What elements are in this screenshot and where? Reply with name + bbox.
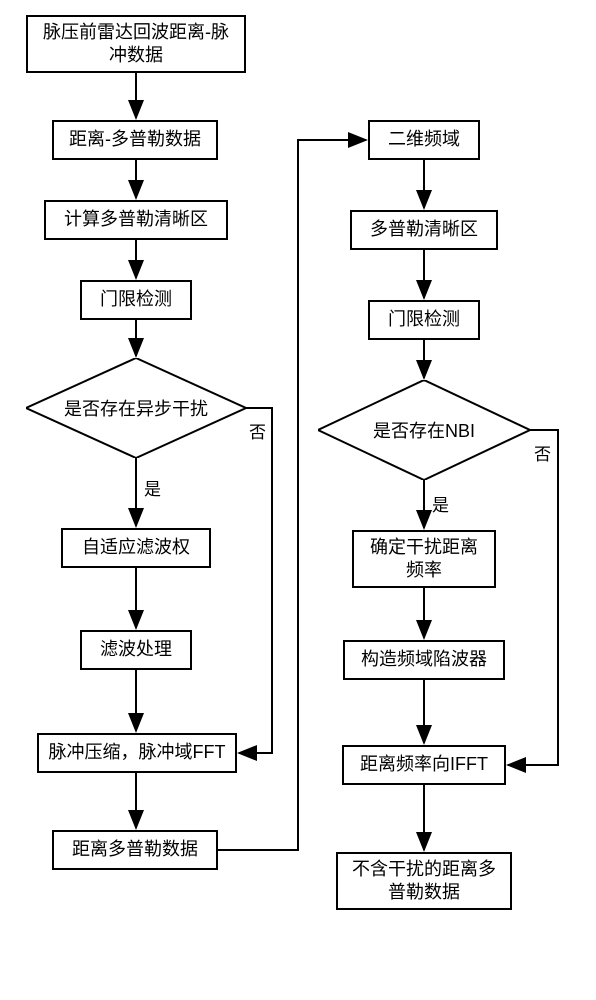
node-range-doppler-data: 距离-多普勒数据 bbox=[52, 120, 218, 160]
node-threshold-detect-1: 门限检测 bbox=[80, 280, 192, 320]
node-pulse-compress-fft: 脉冲压缩，脉冲域FFT bbox=[37, 733, 237, 773]
label-yes-2: 是 bbox=[432, 491, 449, 516]
node-label: 确定干扰距离频率 bbox=[362, 536, 486, 583]
node-calc-doppler-clear: 计算多普勒清晰区 bbox=[44, 200, 228, 240]
node-label: 滤波处理 bbox=[100, 638, 172, 661]
node-2d-freq-domain: 二维频域 bbox=[368, 120, 480, 160]
node-label: 脉压前雷达回波距离-脉冲数据 bbox=[36, 21, 236, 68]
node-construct-notch-filter: 构造频域陷波器 bbox=[343, 640, 505, 680]
node-interference-free-data: 不含干扰的距离多普勒数据 bbox=[336, 852, 512, 910]
node-pulse-radar-echo: 脉压前雷达回波距离-脉冲数据 bbox=[26, 15, 246, 73]
node-label: 门限检测 bbox=[100, 288, 172, 311]
node-label: 多普勒清晰区 bbox=[370, 218, 478, 241]
node-adaptive-filter-weight: 自适应滤波权 bbox=[61, 528, 211, 568]
node-threshold-detect-2: 门限检测 bbox=[368, 300, 480, 340]
label-no-1: 否 bbox=[249, 418, 266, 443]
node-filter-process: 滤波处理 bbox=[80, 630, 192, 670]
label-no-2: 否 bbox=[534, 440, 551, 465]
label-yes-1: 是 bbox=[144, 475, 161, 500]
node-label: 脉冲压缩，脉冲域FFT bbox=[49, 741, 226, 764]
node-label: 是否存在异步干扰 bbox=[46, 395, 226, 421]
node-label: 距离-多普勒数据 bbox=[69, 128, 201, 151]
node-label: 距离频率向IFFT bbox=[360, 753, 488, 776]
node-label: 二维频域 bbox=[388, 128, 460, 151]
decision-nbi: 是否存在NBI bbox=[318, 380, 530, 480]
node-determine-interference-range: 确定干扰距离频率 bbox=[352, 530, 496, 588]
decision-async-interference: 是否存在异步干扰 bbox=[26, 358, 246, 458]
node-label: 计算多普勒清晰区 bbox=[64, 208, 208, 231]
node-label: 不含干扰的距离多普勒数据 bbox=[346, 858, 502, 905]
node-doppler-clear-zone: 多普勒清晰区 bbox=[350, 210, 498, 250]
node-range-doppler-data-2: 距离多普勒数据 bbox=[52, 830, 218, 870]
node-label: 自适应滤波权 bbox=[82, 536, 190, 559]
node-label: 门限检测 bbox=[388, 308, 460, 331]
node-label: 是否存在NBI bbox=[355, 417, 493, 443]
node-range-freq-ifft: 距离频率向IFFT bbox=[342, 745, 506, 785]
node-label: 距离多普勒数据 bbox=[72, 838, 198, 861]
node-label: 构造频域陷波器 bbox=[361, 648, 487, 671]
